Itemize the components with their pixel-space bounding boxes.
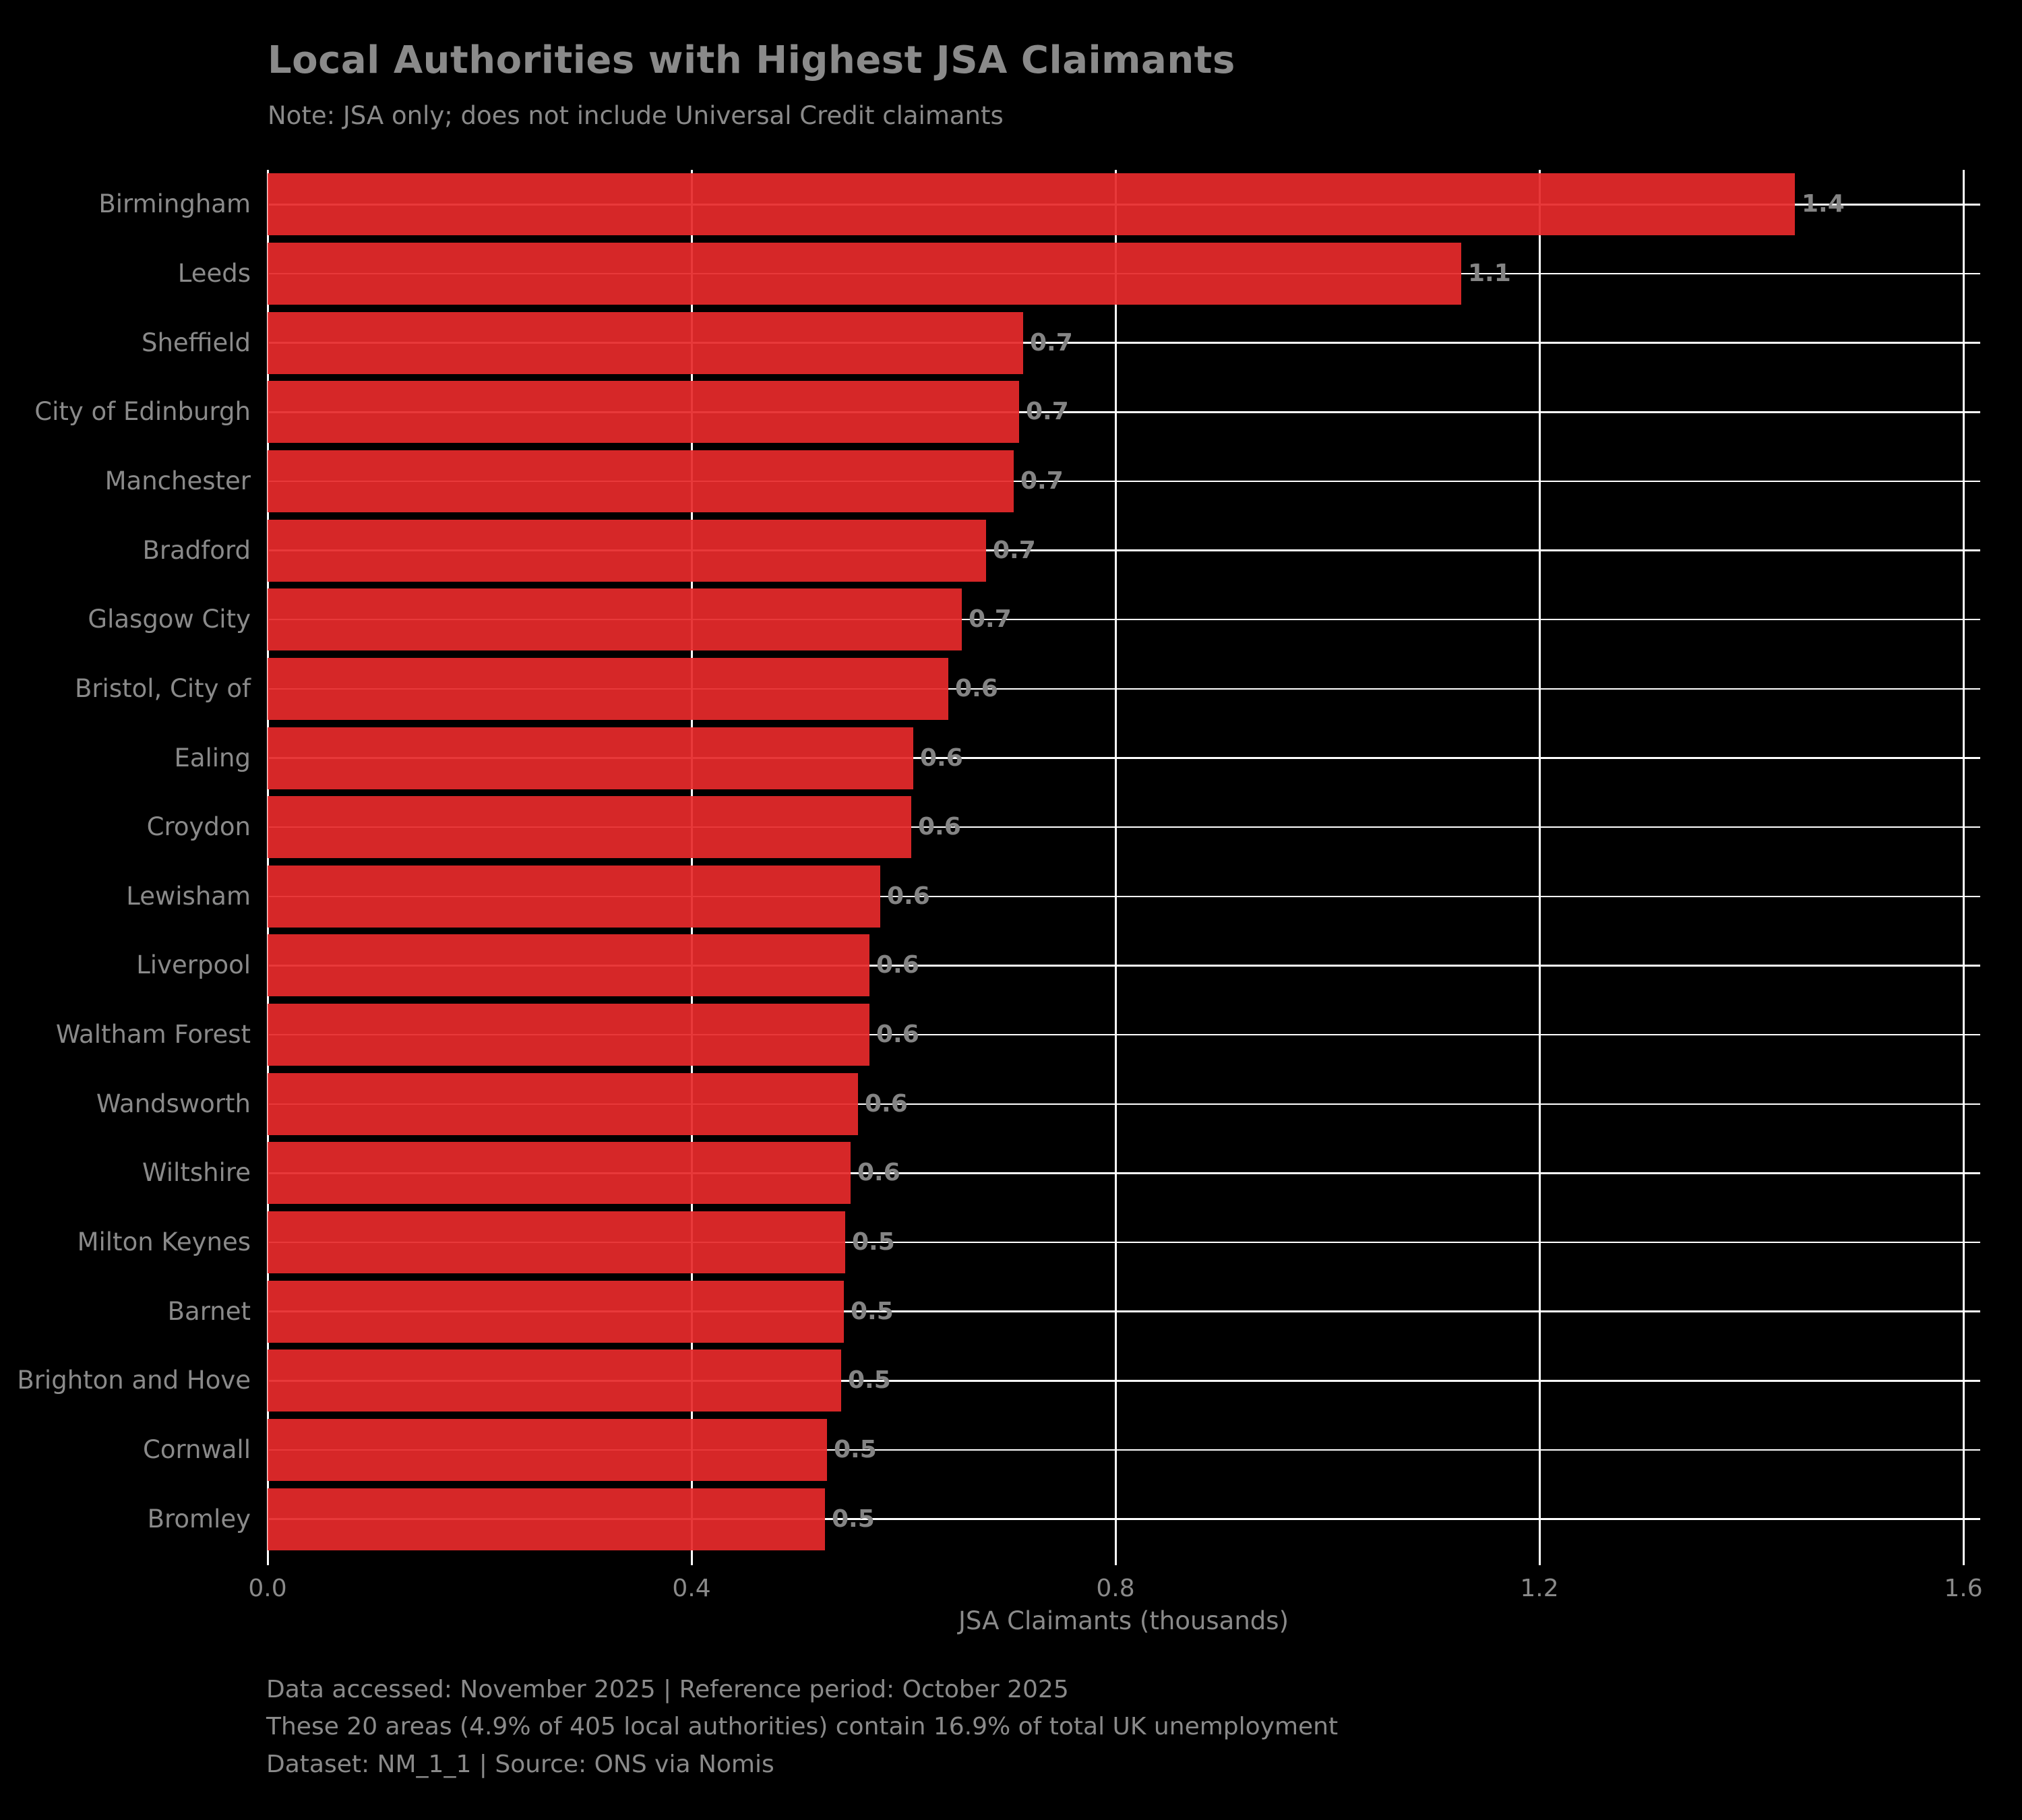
x-axis-label: JSA Claimants (thousands) — [958, 1606, 1289, 1635]
category-label: Croydon — [146, 812, 251, 842]
bar-city-of-edinburgh — [268, 381, 1019, 444]
category-label: Glasgow City — [88, 605, 251, 634]
row-gridline — [268, 688, 1980, 690]
value-label: 0.5 — [848, 1366, 891, 1395]
x-tick-label-0.0: 0.0 — [248, 1575, 287, 1602]
category-label: Brighton and Hove — [17, 1366, 251, 1395]
category-label: Bradford — [142, 535, 251, 565]
x-tick-label-1.2: 1.2 — [1520, 1575, 1559, 1602]
row-gridline — [268, 965, 1980, 967]
value-label: 0.5 — [832, 1505, 875, 1533]
footer-source: Dataset: NM_1_1 | Source: ONS via Nomis — [266, 1751, 774, 1778]
category-label: Wiltshire — [142, 1158, 251, 1188]
row-gridline — [268, 1241, 1980, 1244]
x-tick-label-0.4: 0.4 — [672, 1575, 711, 1602]
x-tick-label-0.8: 0.8 — [1096, 1575, 1135, 1602]
bar-birmingham — [268, 173, 1795, 236]
category-label: Cornwall — [143, 1435, 251, 1465]
row-gridline — [268, 826, 1980, 828]
footer-coverage-note: These 20 areas (4.9% of 405 local author… — [266, 1713, 1339, 1740]
bar-lewisham — [268, 865, 880, 928]
row-gridline — [268, 480, 1980, 483]
row-gridline — [268, 1033, 1980, 1036]
row-gridline — [268, 757, 1980, 759]
bar-croydon — [268, 796, 911, 859]
bar-manchester — [268, 450, 1014, 512]
bar-sheffield — [268, 311, 1023, 374]
row-gridline — [268, 1310, 1980, 1312]
chart-subtitle: Note: JSA only; does not include Univers… — [268, 101, 1004, 130]
bar-bristol-city-of — [268, 657, 948, 720]
value-label: 0.6 — [918, 813, 961, 841]
value-label: 0.7 — [1026, 398, 1069, 426]
value-label: 0.6 — [955, 674, 998, 702]
value-label: 0.7 — [1020, 466, 1064, 495]
category-label: Sheffield — [141, 328, 251, 357]
row-gridline — [268, 618, 1980, 621]
value-label: 0.6 — [876, 1021, 919, 1049]
bar-waltham-forest — [268, 1004, 869, 1066]
row-gridline — [268, 411, 1980, 413]
chart-title: Local Authorities with Highest JSA Claim… — [268, 38, 1235, 82]
category-label: Manchester — [104, 466, 251, 495]
row-gridline — [268, 549, 1980, 551]
value-label: 0.6 — [887, 882, 930, 910]
category-label: Bristol, City of — [74, 673, 251, 703]
category-label: Waltham Forest — [55, 1020, 251, 1050]
row-gridline — [268, 1172, 1980, 1174]
bar-bromley — [268, 1488, 825, 1550]
category-label: Liverpool — [136, 950, 251, 980]
bar-bradford — [268, 519, 986, 582]
category-label: Ealing — [174, 743, 251, 772]
bar-liverpool — [268, 934, 869, 997]
bar-ealing — [268, 727, 913, 789]
bar-wiltshire — [268, 1142, 851, 1205]
bar-milton-keynes — [268, 1211, 845, 1274]
row-gridline — [268, 1103, 1980, 1105]
footer-data-accessed: Data accessed: November 2025 | Reference… — [266, 1676, 1069, 1703]
value-label: 0.5 — [851, 1297, 894, 1325]
bar-wandsworth — [268, 1072, 858, 1135]
x-gridline-1.2 — [1538, 170, 1541, 1565]
x-gridline-0.8 — [1114, 170, 1117, 1565]
category-label: Birmingham — [98, 189, 251, 219]
category-label: City of Edinburgh — [34, 397, 251, 427]
bar-cornwall — [268, 1419, 827, 1482]
bar-barnet — [268, 1280, 844, 1343]
category-label: Wandsworth — [96, 1089, 251, 1118]
value-label: 0.6 — [857, 1159, 900, 1187]
row-gridline — [268, 1518, 1980, 1520]
value-label: 0.6 — [876, 951, 919, 979]
row-gridline — [268, 895, 1980, 898]
value-label: 0.6 — [865, 1089, 908, 1118]
value-label: 0.7 — [1030, 328, 1073, 357]
bar-leeds — [268, 242, 1461, 305]
value-label: 1.4 — [1802, 190, 1845, 218]
row-gridline — [268, 342, 1980, 344]
row-gridline — [268, 1380, 1980, 1382]
category-label: Milton Keynes — [77, 1227, 251, 1257]
category-label: Barnet — [167, 1296, 251, 1326]
bar-glasgow-city — [268, 588, 962, 651]
category-label: Leeds — [177, 258, 251, 288]
bar-brighton-and-hove — [268, 1349, 841, 1412]
value-label: 1.1 — [1468, 259, 1511, 287]
value-label: 0.5 — [834, 1436, 877, 1464]
x-tick-label-1.6: 1.6 — [1944, 1575, 1983, 1602]
category-label: Lewisham — [126, 881, 251, 911]
category-label: Bromley — [147, 1504, 251, 1534]
value-label: 0.7 — [969, 605, 1012, 634]
x-gridline-1.6 — [1962, 170, 1965, 1565]
value-label: 0.5 — [852, 1228, 895, 1256]
row-gridline — [268, 1449, 1980, 1451]
value-label: 0.6 — [920, 744, 963, 772]
value-label: 0.7 — [993, 536, 1036, 564]
